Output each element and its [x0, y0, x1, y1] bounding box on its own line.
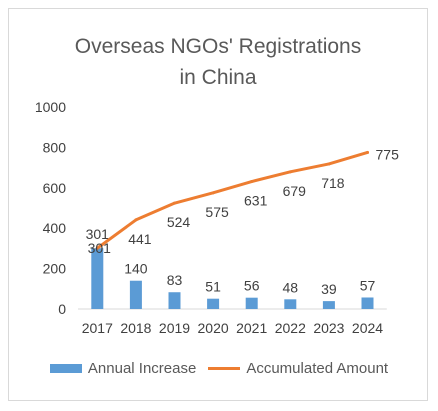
bar-annual-increase [245, 297, 258, 309]
chart-title-line-2: in China [179, 66, 257, 89]
line-accumulated-amount [95, 150, 369, 250]
line-point-accumulated-amount [134, 218, 138, 222]
line-point-accumulated-amount [327, 162, 331, 166]
x-tick-label: 2020 [198, 320, 229, 336]
bar-annual-increase [361, 297, 374, 309]
line-data-label: 679 [283, 183, 307, 199]
chart-legend: Annual Increase Accumulated Amount [0, 360, 438, 377]
line-point-accumulated-amount [95, 246, 99, 250]
x-tick-label: 2017 [82, 320, 113, 336]
y-tick-label: 800 [43, 139, 67, 155]
x-tick-label: 2021 [236, 320, 267, 336]
x-tick-label: 2023 [313, 320, 344, 336]
line-data-label: 441 [128, 231, 152, 247]
bar-data-label: 39 [321, 281, 337, 297]
legend-swatch-accumulated-amount [208, 367, 241, 370]
legend-label-annual-increase: Annual Increase [87, 360, 197, 377]
bar-annual-increase [322, 301, 335, 309]
line-point-accumulated-amount [250, 180, 254, 184]
line-data-label: 524 [167, 214, 191, 230]
bar-annual-increase [284, 299, 297, 309]
line-point-accumulated-amount [288, 170, 292, 174]
legend-item-annual-increase: Annual Increase [49, 360, 197, 377]
bar-data-label: 140 [124, 261, 148, 277]
x-tick-label: 2022 [275, 320, 306, 336]
line-point-accumulated-amount [173, 201, 176, 205]
chart-title-line-1: Overseas NGOs' Registrations [74, 35, 362, 58]
bar-annual-increase [207, 298, 220, 309]
y-tick-label: 600 [43, 180, 67, 196]
bar-annual-increase [91, 248, 104, 309]
y-tick-label: 0 [58, 301, 66, 317]
legend-label-accumulated-amount: Accumulated Amount [246, 360, 389, 377]
x-tick-label: 2019 [159, 320, 190, 336]
bar-data-label: 83 [167, 272, 183, 288]
line-point-accumulated-amount [211, 191, 215, 195]
bar-annual-increase [168, 292, 181, 309]
line-data-label: 718 [321, 175, 345, 191]
line-data-label: 631 [244, 193, 268, 209]
line-data-label: 301 [88, 240, 112, 256]
line-data-label: 575 [205, 204, 229, 220]
x-tick-label: 2024 [352, 320, 383, 336]
bar-data-label: 57 [360, 277, 376, 293]
line-point-accumulated-amount [366, 150, 369, 154]
x-tick-label: 2018 [120, 320, 151, 336]
bar-data-label: 48 [283, 279, 299, 295]
legend-swatch-annual-increase [49, 364, 82, 373]
bar-data-label: 56 [244, 278, 260, 294]
y-tick-label: 1000 [35, 99, 66, 115]
bar-data-label: 301 [86, 226, 110, 242]
y-tick-label: 200 [43, 261, 67, 277]
chart-frame: Overseas NGOs' Registrations in China [8, 8, 428, 401]
y-tick-label: 400 [43, 220, 67, 236]
bar-annual-increase [129, 280, 142, 309]
line-data-label: 775 [376, 146, 400, 162]
legend-item-accumulated-amount: Accumulated Amount [208, 360, 388, 377]
bar-data-label: 51 [205, 279, 221, 295]
